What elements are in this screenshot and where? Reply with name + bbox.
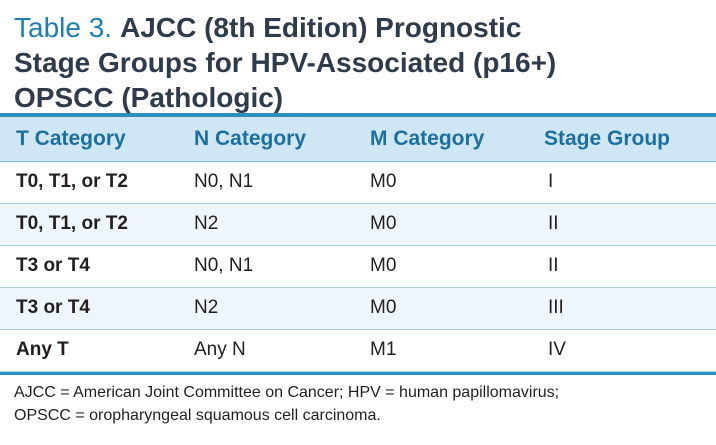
title-text-1: AJCC (8th Edition) Prognostic bbox=[120, 12, 522, 43]
cell-m: M0 bbox=[354, 161, 530, 204]
title-line-3: OPSCC (Pathologic) bbox=[14, 82, 284, 113]
cell-m: M0 bbox=[354, 203, 530, 246]
header-n-category: N Category bbox=[178, 117, 354, 162]
header-m-category: M Category bbox=[354, 117, 530, 162]
table-row: T3 or T4 N0, N1 M0 II bbox=[0, 245, 716, 288]
cell-n: N0, N1 bbox=[178, 245, 354, 288]
table-row: T0, T1, or T2 N0, N1 M0 I bbox=[0, 161, 716, 204]
cell-n: Any N bbox=[178, 329, 354, 372]
header-stage-group: Stage Group bbox=[530, 117, 716, 162]
table-row: T0, T1, or T2 N2 M0 II bbox=[0, 203, 716, 246]
cell-t: Any T bbox=[0, 329, 178, 372]
cell-t: T0, T1, or T2 bbox=[0, 203, 178, 246]
footnote-line-1: AJCC = American Joint Committee on Cance… bbox=[14, 383, 560, 401]
table-label: Table 3. bbox=[14, 12, 113, 43]
footnote-line-2: OPSCC = oropharyngeal squamous cell carc… bbox=[14, 406, 381, 424]
cell-m: M1 bbox=[354, 329, 530, 372]
top-rule bbox=[0, 113, 716, 117]
cell-t: T0, T1, or T2 bbox=[0, 161, 178, 204]
table-row: Any T Any N M1 IV bbox=[0, 329, 716, 372]
header-t-category: T Category bbox=[0, 117, 178, 162]
cell-stage: III bbox=[530, 287, 716, 330]
cell-m: M0 bbox=[354, 245, 530, 288]
table-row: T3 or T4 N2 M0 III bbox=[0, 287, 716, 330]
title-line-2: Stage Groups for HPV-Associated (p16+) bbox=[14, 47, 557, 78]
cell-m: M0 bbox=[354, 287, 530, 330]
cell-stage: II bbox=[530, 203, 716, 246]
cell-n: N2 bbox=[178, 203, 354, 246]
cell-stage: IV bbox=[530, 329, 716, 372]
header-row: T Category N Category M Category Stage G… bbox=[0, 117, 716, 162]
title-line-1: Table 3. AJCC (8th Edition) Prognostic bbox=[14, 10, 702, 45]
stage-table: T Category N Category M Category Stage G… bbox=[0, 117, 716, 372]
table-footnote: AJCC = American Joint Committee on Cance… bbox=[0, 375, 716, 427]
cell-stage: I bbox=[530, 161, 716, 204]
cell-t: T3 or T4 bbox=[0, 245, 178, 288]
cell-n: N2 bbox=[178, 287, 354, 330]
cell-stage: II bbox=[530, 245, 716, 288]
cell-t: T3 or T4 bbox=[0, 287, 178, 330]
cell-n: N0, N1 bbox=[178, 161, 354, 204]
bottom-rule bbox=[0, 371, 716, 375]
table-title: Table 3. AJCC (8th Edition) Prognostic St… bbox=[0, 0, 716, 113]
